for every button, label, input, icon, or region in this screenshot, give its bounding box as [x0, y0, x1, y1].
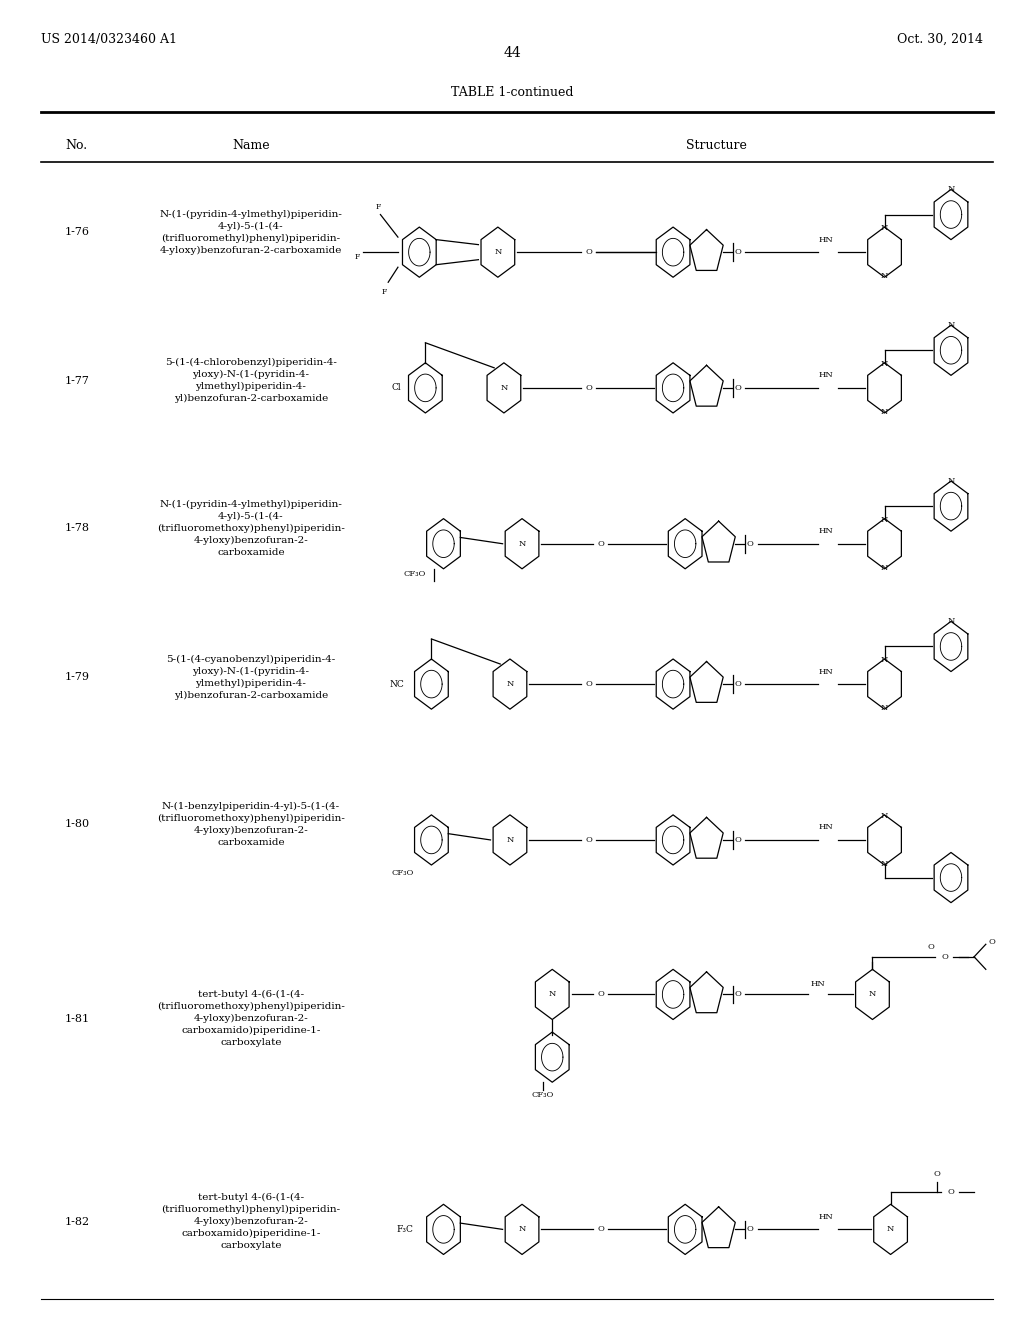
Text: F: F [354, 253, 359, 261]
Text: F: F [382, 288, 387, 296]
Text: No.: No. [66, 139, 88, 152]
Text: 1-82: 1-82 [65, 1217, 89, 1226]
Text: N: N [868, 990, 877, 998]
Text: 1-78: 1-78 [65, 523, 89, 533]
Text: Cl: Cl [391, 383, 401, 392]
Text: tert-butyl 4-(6-(1-(4-
(trifluoromethoxy)phenyl)piperidin-
4-yloxy)benzofuran-2-: tert-butyl 4-(6-(1-(4- (trifluoromethoxy… [157, 990, 345, 1047]
Text: N: N [881, 360, 888, 368]
Text: F₃C: F₃C [396, 1225, 413, 1234]
Text: HN: HN [819, 824, 834, 832]
Text: O: O [934, 1171, 941, 1179]
Text: 5-(1-(4-chlorobenzyl)piperidin-4-
yloxy)-N-(1-(pyridin-4-
ylmethyl)piperidin-4-
: 5-(1-(4-chlorobenzyl)piperidin-4- yloxy)… [165, 358, 337, 404]
Text: N: N [947, 477, 954, 484]
Text: O: O [941, 953, 948, 961]
Text: HN: HN [819, 668, 834, 676]
Text: CF₃O: CF₃O [403, 570, 426, 578]
Text: N: N [947, 186, 954, 194]
Text: N: N [881, 272, 888, 280]
Text: Structure: Structure [686, 139, 748, 152]
Text: TABLE 1-continued: TABLE 1-continued [451, 86, 573, 99]
Text: N: N [518, 1225, 525, 1233]
Text: N: N [495, 248, 502, 256]
Text: N: N [881, 812, 888, 820]
Text: 44: 44 [503, 46, 521, 61]
Text: O: O [734, 248, 741, 256]
Text: tert-butyl 4-(6-(1-(4-
(trifluoromethyl)phenyl)piperidin-
4-yloxy)benzofuran-2-
: tert-butyl 4-(6-(1-(4- (trifluoromethyl)… [162, 1193, 340, 1250]
Text: 1-76: 1-76 [65, 227, 89, 238]
Text: F: F [376, 203, 381, 211]
Text: O: O [746, 540, 754, 548]
Text: O: O [746, 1225, 754, 1233]
Text: O: O [734, 990, 741, 998]
Text: US 2014/0323460 A1: US 2014/0323460 A1 [41, 33, 177, 46]
Text: N-(1-(pyridin-4-ylmethyl)piperidin-
4-yl)-5-(1-(4-
(trifluoromethyl)phenyl)piper: N-(1-(pyridin-4-ylmethyl)piperidin- 4-yl… [160, 210, 342, 255]
Text: N: N [881, 859, 888, 867]
Text: O: O [585, 680, 592, 688]
Text: O: O [947, 1188, 954, 1196]
Text: N: N [881, 224, 888, 232]
Text: HN: HN [819, 236, 834, 244]
Text: N: N [887, 1225, 894, 1233]
Text: O: O [585, 836, 592, 843]
Text: O: O [585, 384, 592, 392]
Text: N: N [500, 384, 508, 392]
Text: O: O [597, 990, 604, 998]
Text: N: N [881, 656, 888, 664]
Text: NC: NC [389, 680, 403, 689]
Text: O: O [734, 384, 741, 392]
Text: CF₃O: CF₃O [531, 1090, 554, 1098]
Text: N: N [506, 836, 514, 843]
Text: O: O [597, 540, 604, 548]
Text: HN: HN [819, 527, 834, 535]
Text: N: N [947, 618, 954, 626]
Text: 1-80: 1-80 [65, 820, 89, 829]
Text: 1-79: 1-79 [65, 672, 89, 682]
Text: N: N [947, 321, 954, 329]
Text: N: N [506, 680, 514, 688]
Text: 1-77: 1-77 [65, 376, 89, 385]
Text: N: N [881, 516, 888, 524]
Text: 5-(1-(4-cyanobenzyl)piperidin-4-
yloxy)-N-(1-(pyridin-4-
ylmethyl)piperidin-4-
y: 5-(1-(4-cyanobenzyl)piperidin-4- yloxy)-… [166, 655, 336, 700]
Text: Name: Name [232, 139, 269, 152]
Text: CF₃O: CF₃O [391, 869, 414, 876]
Text: O: O [988, 937, 995, 945]
Text: N-(1-(pyridin-4-ylmethyl)piperidin-
4-yl)-5-(1-(4-
(trifluoromethoxy)phenyl)pipe: N-(1-(pyridin-4-ylmethyl)piperidin- 4-yl… [157, 500, 345, 557]
Text: O: O [928, 942, 935, 950]
Text: O: O [597, 1225, 604, 1233]
Text: 1-81: 1-81 [65, 1014, 89, 1024]
Text: N: N [881, 408, 888, 416]
Text: HN: HN [819, 1213, 834, 1221]
Text: O: O [585, 248, 592, 256]
Text: HN: HN [819, 371, 834, 379]
Text: O: O [734, 680, 741, 688]
Text: N: N [881, 564, 888, 572]
Text: Oct. 30, 2014: Oct. 30, 2014 [897, 33, 983, 46]
Text: O: O [734, 836, 741, 843]
Text: N: N [549, 990, 556, 998]
Text: N: N [881, 704, 888, 711]
Text: HN: HN [811, 981, 825, 989]
Text: N: N [518, 540, 525, 548]
Text: N-(1-benzylpiperidin-4-yl)-5-(1-(4-
(trifluoromethoxy)phenyl)piperidin-
4-yloxy): N-(1-benzylpiperidin-4-yl)-5-(1-(4- (tri… [157, 803, 345, 847]
